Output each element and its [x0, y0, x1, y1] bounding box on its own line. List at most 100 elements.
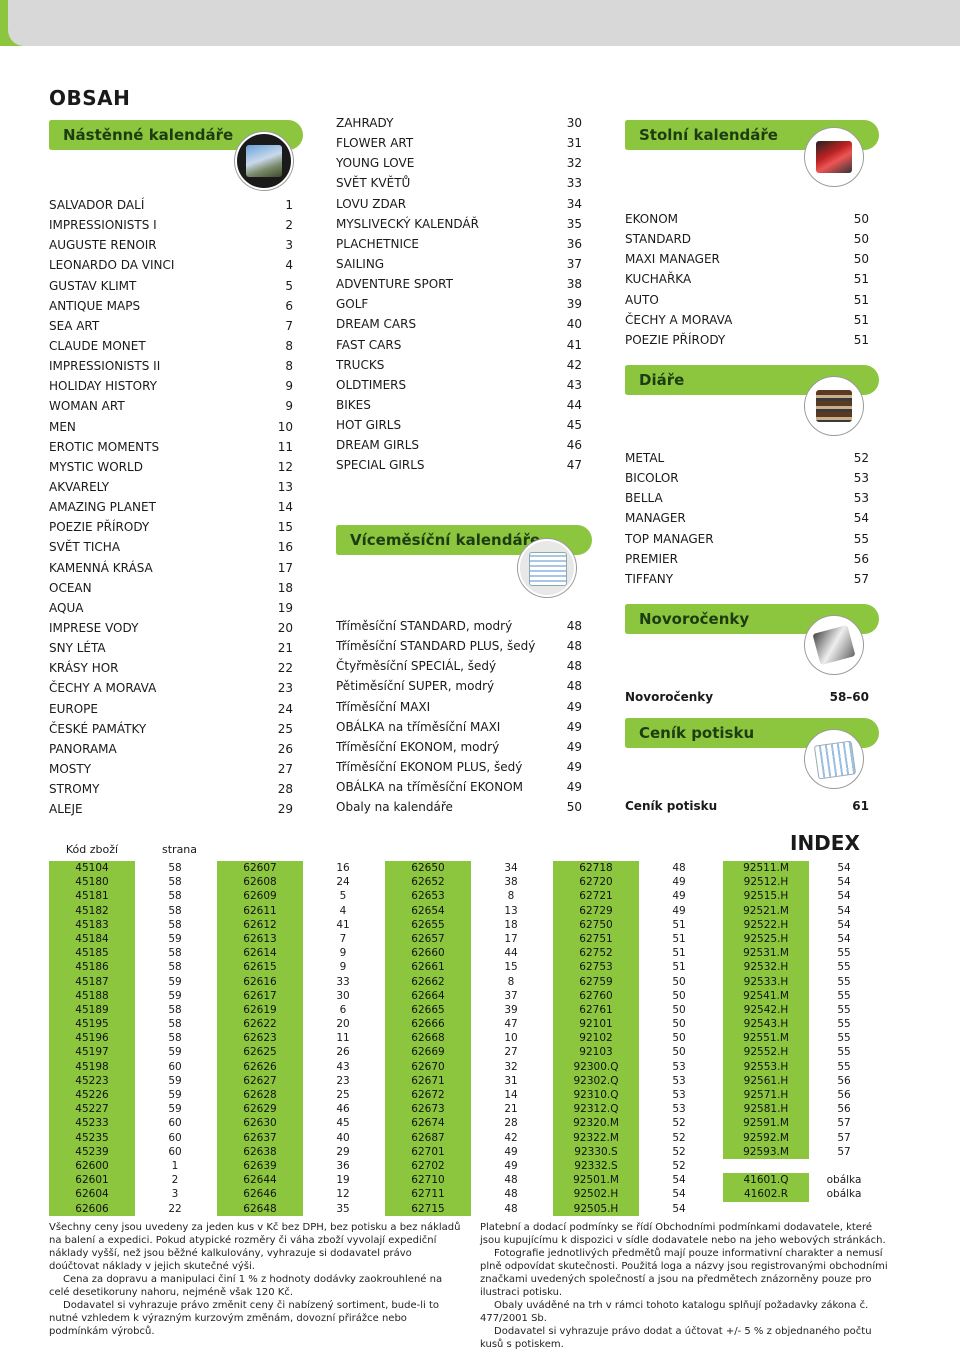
- index-code-cell: 62650: [385, 861, 471, 876]
- index-code-cell: 92531.M: [723, 946, 809, 961]
- index-code-cell: 62616: [217, 974, 303, 989]
- index-page-cell: 20: [336, 1018, 350, 1031]
- desk-calendar-thumbnail-icon: [805, 128, 863, 186]
- index-page-cell: 55: [837, 989, 851, 1002]
- list-item-page: 51: [853, 312, 869, 327]
- list-item-page: 50: [853, 232, 869, 247]
- list-item: AMAZING PLANET 14: [49, 497, 293, 517]
- list-item-name: HOT GIRLS: [336, 418, 402, 433]
- list-item-page: 19: [277, 600, 293, 615]
- index-code-cell: 62629: [217, 1102, 303, 1117]
- page-title: OBSAH: [49, 86, 131, 110]
- list-item-page: 32: [566, 156, 582, 171]
- list-item: ČECHY A MORAVA 51: [625, 310, 869, 330]
- wall-calendars-section: Nástěnné kalendáře SALVADOR DALÍ 1 IMPRESS…: [49, 120, 303, 816]
- newyear-photo: [812, 624, 856, 666]
- list-item-page: 21: [277, 641, 293, 656]
- index-page-cell: 2: [171, 1174, 179, 1187]
- index-page-cell: 55: [837, 961, 851, 974]
- index-code-cell: [723, 1159, 809, 1173]
- list-item-name: CLAUDE MONET: [49, 338, 146, 353]
- list-item-page: 52: [853, 451, 869, 465]
- index-page-cell: 55: [837, 975, 851, 988]
- index-code-cell: 62670: [385, 1059, 471, 1074]
- index-code-cell: 92302.Q: [553, 1073, 639, 1088]
- index-code-cell: 92553.H: [723, 1059, 809, 1074]
- list-item-page: 26: [277, 741, 293, 756]
- list-item-name: Čtyřměsíční SPECIÁL, šedý: [336, 659, 497, 674]
- list-item-page: 51: [853, 292, 869, 307]
- list-item-page: 4: [285, 258, 293, 273]
- index-page-cell: 48: [672, 862, 686, 874]
- index-page-cell: 14: [504, 1089, 518, 1101]
- index-page-cell: 28: [504, 1117, 518, 1130]
- index-page-cell: obálka: [826, 1174, 862, 1187]
- index-code-cell: 62614: [217, 946, 303, 961]
- index-page-cell: 9: [339, 961, 347, 974]
- index-page-cell: 9: [339, 947, 347, 960]
- list-item-name: BELLA: [625, 491, 663, 506]
- list-item-name: EROTIC MOMENTS: [49, 439, 160, 454]
- list-item: FAST CARS 41: [336, 335, 582, 355]
- list-item-page: 11: [277, 439, 293, 454]
- index-page-cell: 21: [504, 1103, 518, 1116]
- diary-list: METAL 52 BICOLOR 53 BELLA 53 MANAGER 54 TOP MANA…: [625, 448, 869, 589]
- index-code-cell: 45188: [49, 988, 135, 1003]
- list-item-page: 50: [566, 800, 582, 815]
- index-page-column: 34 38 8 13 18 17 44 15 8 37 39 47 10 27 32 31 14 21 28 42 49…: [476, 861, 546, 1216]
- index-page-cell: 54: [837, 890, 851, 903]
- index-code-cell: 62760: [553, 988, 639, 1003]
- index-code-cell: 92320.M: [553, 1116, 639, 1131]
- list-item: FLOWER ART 31: [336, 133, 582, 153]
- index-code-cell: 62609: [217, 889, 303, 904]
- list-item: AKVARELY 13: [49, 477, 293, 497]
- index-code-cell: 45196: [49, 1031, 135, 1046]
- list-item-page: 33: [566, 176, 582, 191]
- list-item: ALEJE 29: [49, 799, 293, 819]
- index-page-cell: 50: [672, 1032, 686, 1045]
- index-code-cell: 92312.Q: [553, 1102, 639, 1117]
- index-code-cell: 92521.M: [723, 903, 809, 918]
- wall-calendars-heading-text: Nástěnné kalendáře: [63, 126, 234, 144]
- desk-calendar-photo: [816, 141, 852, 173]
- list-item-page: 48: [566, 679, 582, 694]
- index-page-cell: 54: [672, 1202, 686, 1215]
- list-item-name: SAILING: [336, 256, 385, 271]
- list-item: PREMIER 56: [625, 549, 869, 569]
- list-item-page: 35: [566, 216, 582, 231]
- index-page-cell: 58: [168, 876, 182, 889]
- list-item: IMPRESSIONISTS I 2: [49, 215, 293, 235]
- index-code-cell: 62664: [385, 988, 471, 1003]
- list-item-name: BIKES: [336, 397, 371, 412]
- list-item-name: FLOWER ART: [336, 136, 414, 151]
- list-item-page: 38: [566, 277, 582, 292]
- list-item-page: 18: [277, 580, 293, 595]
- index-page-cell: 58: [168, 862, 182, 874]
- index-page-cell: 3: [171, 1188, 179, 1201]
- index-code-cell: 62720: [553, 875, 639, 890]
- list-item: PANORAMA 26: [49, 739, 293, 759]
- list-item-page: 42: [566, 357, 582, 372]
- list-item-page: 10: [277, 419, 293, 434]
- list-item-page: 44: [566, 397, 582, 412]
- list-item-page: 15: [277, 520, 293, 535]
- list-item-page: 51: [853, 272, 869, 287]
- index-page-cell: 59: [168, 975, 182, 988]
- list-item-page: 9: [285, 379, 293, 394]
- list-item-name: TRUCKS: [336, 357, 385, 372]
- multi-month-thumbnail-icon: [518, 539, 576, 597]
- index-code-cell: 92102: [553, 1031, 639, 1046]
- index-code-cell: 92561.H: [723, 1073, 809, 1088]
- index-code-cell: 45235: [49, 1130, 135, 1145]
- list-item: ADVENTURE SPORT 38: [336, 274, 582, 294]
- newyear-row-page: 58–60: [829, 690, 869, 704]
- list-item-name: GUSTAV KLIMT: [49, 278, 137, 293]
- list-item-page: 28: [277, 782, 293, 797]
- list-item-name: MYSTIC WORLD: [49, 459, 143, 474]
- pricelist-section: Ceník potisku Ceník potisku 61: [625, 718, 879, 813]
- index-code-cell: 62613: [217, 931, 303, 947]
- index-page-cell: 25: [336, 1089, 350, 1101]
- list-item: SVĚT KVĚTŮ 33: [336, 173, 582, 193]
- index-page-cell: 58: [168, 904, 182, 917]
- list-item: PLACHETNICE 36: [336, 234, 582, 254]
